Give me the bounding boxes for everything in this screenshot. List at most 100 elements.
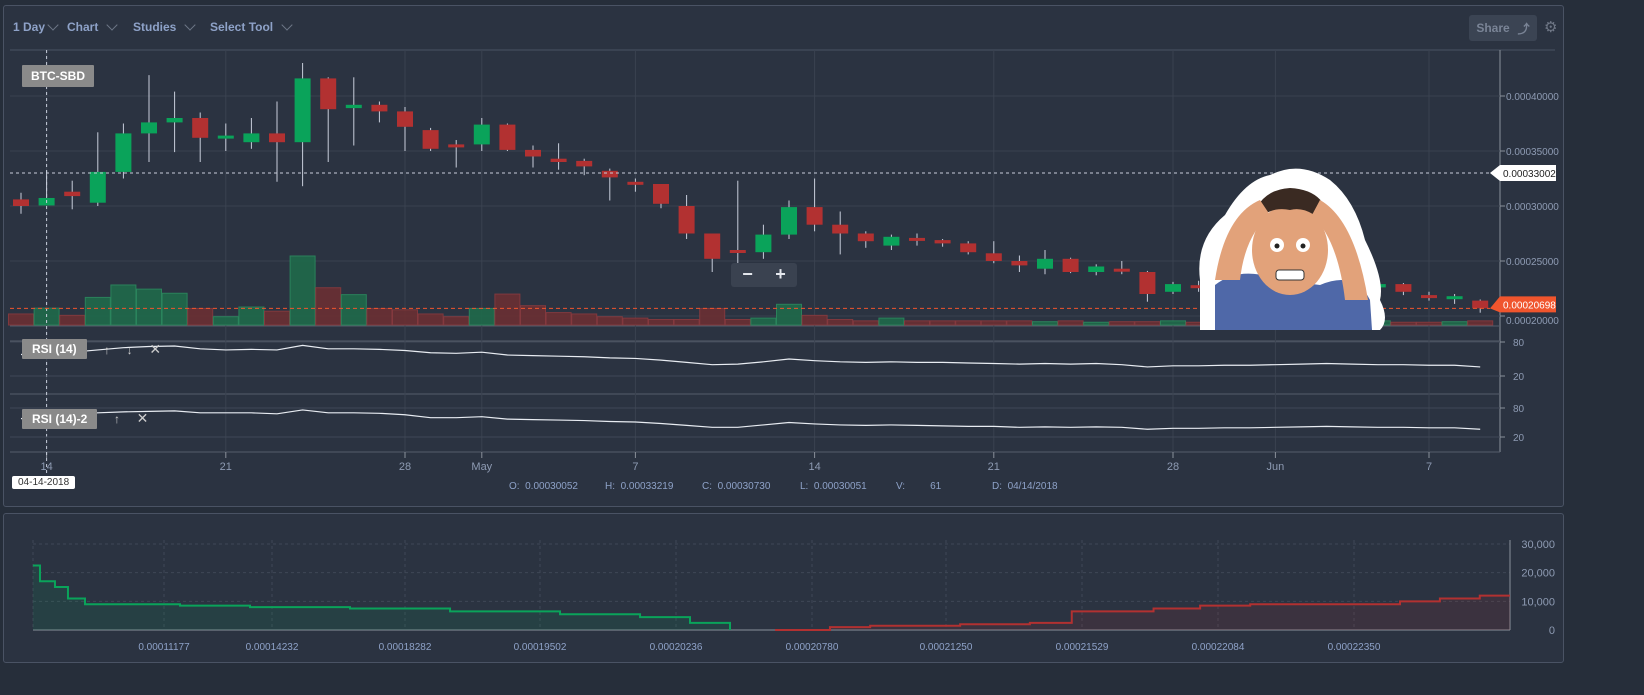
volume-bar [1416,321,1442,326]
candle-body [13,199,29,206]
volume-bar [852,320,879,326]
move-up-icon[interactable]: ↑ [114,412,120,426]
candle-body [473,124,490,145]
candle-body [371,104,388,112]
ohlc-date: D: 04/14/2018 [992,481,1058,492]
candle-body [1062,258,1079,272]
candle-body [1190,285,1207,289]
zoom-out-button[interactable]: − [742,264,753,284]
rsi-tick-label: 20 [1513,372,1525,383]
depth-y-tick-label: 30,000 [1521,539,1555,551]
sticker-face [1252,205,1328,295]
volume-bar [596,316,623,326]
sticker-pupil [1274,243,1280,249]
candle-body [243,133,260,143]
candle-body [627,181,644,185]
cartoon-sticker-image [1199,168,1385,330]
studies-label: Studies [133,20,177,34]
volume-bar [1160,320,1186,326]
depth-x-tick-label: 0.00020236 [650,642,703,653]
candle-body [192,118,209,138]
candle-body [294,78,311,143]
symbol-label: BTC-SBD [22,65,94,87]
candle-body [448,144,465,148]
volume-bar [955,320,982,326]
rsi-study-label[interactable]: RSI (14) [22,339,87,359]
candle-body [1088,266,1105,272]
select-tool-dropdown[interactable]: Select Tool [210,19,297,34]
volume-bar [1083,321,1110,326]
zoom-in-button[interactable]: + [775,264,786,284]
candle-body [217,135,234,139]
close-icon[interactable]: ✕ [149,341,162,357]
rsi2-line [20,409,1481,430]
x-tick-label: Jun [1267,461,1285,473]
candle-body [985,253,1002,261]
select-tool-label: Select Tool [210,20,274,34]
chevron-down-icon [106,19,119,31]
volume-bar [110,284,137,326]
gear-icon[interactable]: ⚙ [1544,19,1558,36]
volume-bar [622,317,649,326]
ask-depth-area [775,595,1510,630]
x-tick-label: 7 [1426,461,1432,473]
candle-body [1446,296,1463,300]
move-up-icon[interactable]: ↑ [104,343,110,357]
crosshair-price-box [1490,164,1556,181]
price-tick-label: 0.00020000 [1506,316,1559,327]
share-label: Share [1476,21,1510,35]
volume-bar [1032,321,1058,326]
depth-y-tick-label: 20,000 [1521,568,1555,580]
volume-bar [264,310,290,326]
candle-body [1113,268,1130,272]
studies-dropdown[interactable]: Studies [133,19,200,34]
candle-body [115,133,132,172]
ohlc-close: C: 0.00030730 [702,481,771,492]
candle-body [1395,284,1412,292]
candle-body [1011,261,1028,266]
depth-y-tick-label: 0 [1549,625,1555,637]
volume-bar [1006,320,1033,326]
volume-bar [1134,321,1161,326]
candle-body [64,191,81,197]
candle-body [960,243,977,253]
volume-bar [315,287,342,326]
x-tick-label: 14 [808,461,820,473]
volume-bar [443,316,470,326]
candle-body [755,234,772,253]
close-icon[interactable]: ✕ [136,410,149,426]
sticker-pupil [1300,243,1306,249]
depth-y-tick-label: 10,000 [1521,596,1555,608]
price-tick-label: 0.00040000 [1506,92,1559,103]
depth-x-tick-label: 0.00022350 [1328,642,1381,653]
volume-bar [699,307,726,326]
ask-depth-line [775,594,1510,631]
sticker-arm-left [1215,200,1270,280]
rsi2-study-label[interactable]: RSI (14)-2 [22,409,98,429]
x-tick-label: 28 [1167,461,1179,473]
depth-x-tick-label: 0.00011177 [138,642,190,653]
move-down-icon[interactable]: ↓ [126,343,133,357]
volume-bar [212,316,239,326]
candle-body [422,130,439,149]
volume-bar [392,309,418,326]
volume-bar [468,307,495,326]
study2-controls: ↑ ✕ [114,410,148,427]
candle-body [704,233,721,259]
chart-type-dropdown[interactable]: Chart [67,19,122,34]
candle-body [1139,272,1156,294]
rsi-tick-label: 80 [1513,404,1525,415]
study-controls: ↑ ↓ ✕ [104,341,161,358]
bid-depth-line [32,564,731,630]
candle-body [397,111,413,127]
volume-bar [878,317,905,326]
candle-body [806,207,823,225]
share-button[interactable]: Share ⤴ [1469,15,1537,41]
candle-body [1165,284,1181,292]
crosshair-price-label: 0.00033002 [1503,169,1556,180]
crosshair-date-label: 04-14-2018 [12,476,76,489]
volume-bar [1390,321,1417,326]
interval-dropdown[interactable]: 1 Day [13,19,63,34]
candle-body [857,233,874,242]
